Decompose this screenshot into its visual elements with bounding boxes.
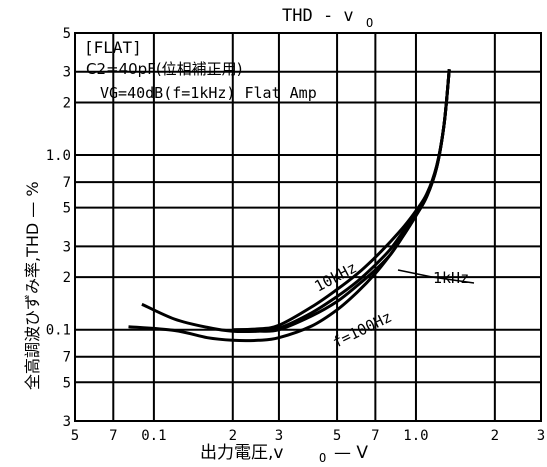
plot-frame bbox=[74, 32, 542, 422]
x-tick-label: 7 bbox=[371, 428, 379, 444]
x-tick-label: 5 bbox=[71, 428, 79, 444]
x-tick-label: 1.0 bbox=[403, 428, 428, 444]
x-tick-label: 3 bbox=[275, 428, 283, 444]
x-axis-title-subscript: O bbox=[319, 451, 326, 465]
label-1khz-leader-2 bbox=[431, 276, 475, 284]
y-tick-label: 5 bbox=[63, 201, 71, 217]
y-tick-label: 3 bbox=[63, 414, 71, 430]
y-tick-label: 7 bbox=[63, 175, 71, 191]
series-curves bbox=[128, 69, 451, 343]
y-tick-label: 1.0 bbox=[46, 148, 71, 164]
label-1khz: 1kHz bbox=[433, 269, 469, 287]
y-tick-label: 5 bbox=[63, 26, 71, 42]
label-1khz-leader bbox=[397, 269, 433, 278]
y-axis-title: 全高調波ひずみ率,THD — % bbox=[23, 181, 42, 390]
annotation-line1: C2=40pF(位相補正用) bbox=[86, 60, 243, 78]
y-tick-label: 7 bbox=[63, 350, 71, 366]
chart-title-subscript: O bbox=[366, 16, 373, 30]
x-axis-unit: — V bbox=[334, 443, 368, 463]
y-tick-label: 0.1 bbox=[46, 323, 71, 339]
x-tick-labels: 5 7 0.1 2 3 5 7 1.0 2 3 bbox=[71, 428, 545, 444]
x-axis-title: 出力電圧,v bbox=[200, 443, 283, 463]
y-tick-label: 5 bbox=[63, 375, 71, 391]
y-tick-label: 2 bbox=[63, 95, 71, 111]
y-tick-label: 3 bbox=[63, 65, 71, 81]
x-tick-label: 5 bbox=[333, 428, 341, 444]
y-tick-label: 2 bbox=[63, 270, 71, 286]
y-tick-labels: 5 3 2 1.0 7 5 3 2 0.1 7 5 3 bbox=[46, 26, 71, 430]
x-tick-label: 3 bbox=[537, 428, 545, 444]
annotation-mode: [FLAT] bbox=[84, 38, 142, 57]
curve-100hz bbox=[141, 69, 451, 334]
x-tick-label: 2 bbox=[491, 428, 499, 444]
chart-title: THD - v bbox=[282, 6, 354, 26]
x-tick-label: 2 bbox=[229, 428, 237, 444]
y-tick-label: 3 bbox=[63, 239, 71, 255]
x-tick-label: 0.1 bbox=[141, 428, 166, 444]
x-tick-label: 7 bbox=[109, 428, 117, 444]
annotation-line2: VG=40dB(f=1kHz) Flat Amp bbox=[100, 84, 317, 102]
curve-lower bbox=[128, 69, 451, 343]
